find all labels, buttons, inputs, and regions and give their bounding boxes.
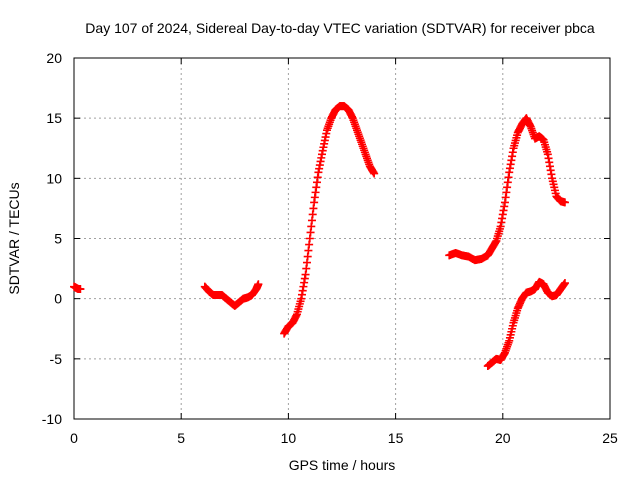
data-point — [560, 198, 569, 207]
x-tick-label: 5 — [177, 430, 185, 446]
series-segment-2 — [200, 280, 263, 310]
x-tick-label: 25 — [602, 430, 618, 446]
data-point — [254, 280, 263, 289]
y-tick-label: 0 — [54, 291, 62, 307]
grid-lines — [74, 58, 610, 419]
y-tick-label: 10 — [46, 170, 62, 186]
series-segment-5 — [483, 277, 569, 371]
data-point — [560, 279, 569, 288]
y-tick-label: 20 — [46, 50, 62, 66]
chart-title: Day 107 of 2024, Sidereal Day-to-day VTE… — [85, 20, 595, 36]
data-point — [370, 169, 379, 178]
x-tick-label: 15 — [388, 430, 404, 446]
series-segment-4 — [445, 114, 569, 265]
x-axis-label: GPS time / hours — [289, 457, 396, 473]
series-segment-1 — [70, 282, 85, 294]
series-segment-3 — [280, 102, 379, 338]
y-tick-label: -5 — [50, 351, 63, 367]
data-point — [76, 285, 85, 294]
x-tick-label: 0 — [70, 430, 78, 446]
y-axis-label: SDTVAR / TECUs — [6, 182, 22, 294]
y-tick-label: 5 — [54, 231, 62, 247]
data-points — [70, 102, 569, 371]
x-tick-label: 10 — [281, 430, 297, 446]
axis-ticks: 0 5 10 15 20 25 -10 -5 0 5 10 15 20 — [42, 50, 618, 446]
y-tick-label: 15 — [46, 110, 62, 126]
x-tick-label: 20 — [495, 430, 511, 446]
y-tick-label: -10 — [42, 411, 62, 427]
